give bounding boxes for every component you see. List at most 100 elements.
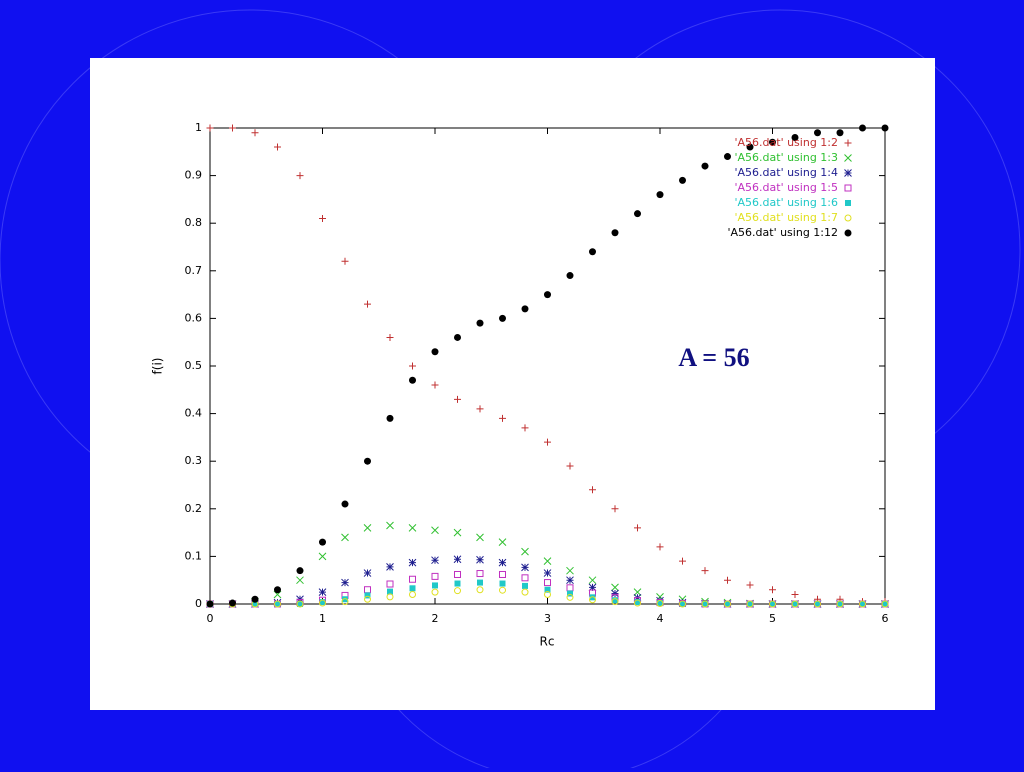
point xyxy=(408,558,417,567)
point xyxy=(746,581,754,589)
point xyxy=(836,129,844,137)
point xyxy=(364,595,371,603)
point xyxy=(454,587,461,595)
point xyxy=(814,600,821,608)
point xyxy=(409,376,416,384)
point xyxy=(274,586,281,594)
point xyxy=(431,381,439,389)
point xyxy=(814,601,821,607)
legend-label: 'A56.dat' using 1:7 xyxy=(734,211,838,224)
point xyxy=(814,129,821,137)
point xyxy=(724,576,731,584)
point xyxy=(837,601,843,607)
y-tick-label: 0.7 xyxy=(185,264,203,277)
point xyxy=(521,563,529,572)
point xyxy=(859,601,866,607)
point xyxy=(431,572,439,580)
point xyxy=(611,589,619,598)
point xyxy=(296,172,304,180)
point xyxy=(318,588,327,596)
point xyxy=(387,588,393,595)
point xyxy=(746,600,754,608)
point xyxy=(319,538,326,546)
point xyxy=(589,594,596,601)
point xyxy=(611,229,619,237)
point xyxy=(432,582,438,589)
legend-label: 'A56.dat' using 1:6 xyxy=(734,196,838,209)
point xyxy=(791,600,799,608)
y-tick-label: 0.5 xyxy=(185,359,203,372)
point xyxy=(544,590,551,598)
point xyxy=(634,524,641,532)
point xyxy=(499,414,506,422)
point xyxy=(521,424,529,432)
point xyxy=(792,601,798,607)
point xyxy=(454,333,461,341)
point xyxy=(341,578,349,587)
point xyxy=(454,570,461,578)
point xyxy=(589,486,596,494)
point xyxy=(724,153,731,161)
point xyxy=(386,593,394,601)
point xyxy=(386,333,394,341)
point xyxy=(882,601,888,607)
point xyxy=(318,552,327,561)
point xyxy=(791,134,799,142)
point xyxy=(656,600,664,608)
point xyxy=(612,597,618,604)
y-tick-label: 0 xyxy=(195,597,202,610)
point xyxy=(341,598,349,606)
point xyxy=(656,191,664,199)
x-tick-label: 0 xyxy=(207,612,214,625)
legend-label: 'A56.dat' using 1:12 xyxy=(727,226,838,239)
point xyxy=(499,570,506,578)
point xyxy=(386,414,394,422)
point xyxy=(701,600,709,608)
y-tick-label: 0.6 xyxy=(185,311,203,324)
point xyxy=(476,586,484,594)
x-tick-label: 3 xyxy=(544,612,551,625)
point xyxy=(476,405,484,413)
point xyxy=(701,567,709,575)
y-tick-label: 0.3 xyxy=(185,454,203,467)
point xyxy=(881,124,889,132)
point xyxy=(836,600,844,608)
point xyxy=(769,586,776,594)
point xyxy=(453,555,462,564)
point xyxy=(521,588,529,596)
point xyxy=(498,538,507,546)
legend-label: 'A56.dat' using 1:2 xyxy=(734,136,838,149)
legend-label: 'A56.dat' using 1:4 xyxy=(734,166,838,179)
point xyxy=(633,588,642,596)
point xyxy=(229,599,236,607)
point xyxy=(499,314,506,322)
point xyxy=(431,588,439,596)
point xyxy=(589,596,596,604)
point xyxy=(521,305,529,313)
point xyxy=(499,580,506,587)
point xyxy=(543,557,552,566)
point xyxy=(522,582,528,589)
point xyxy=(567,590,573,597)
y-tick-label: 0.4 xyxy=(185,407,203,420)
legend-label: 'A56.dat' using 1:5 xyxy=(734,181,838,194)
point xyxy=(342,596,348,603)
point xyxy=(566,576,574,585)
point xyxy=(769,138,776,146)
point xyxy=(588,583,597,592)
point xyxy=(566,462,574,470)
point xyxy=(364,300,371,308)
point xyxy=(791,590,799,598)
point xyxy=(588,576,597,585)
point xyxy=(724,601,731,607)
point xyxy=(409,362,416,370)
point xyxy=(296,567,304,575)
point xyxy=(679,601,686,607)
point xyxy=(341,533,349,542)
x-tick-label: 4 xyxy=(657,612,664,625)
point xyxy=(476,319,484,327)
x-tick-label: 5 xyxy=(769,612,776,625)
point xyxy=(453,528,462,537)
y-tick-label: 0.2 xyxy=(185,502,203,515)
